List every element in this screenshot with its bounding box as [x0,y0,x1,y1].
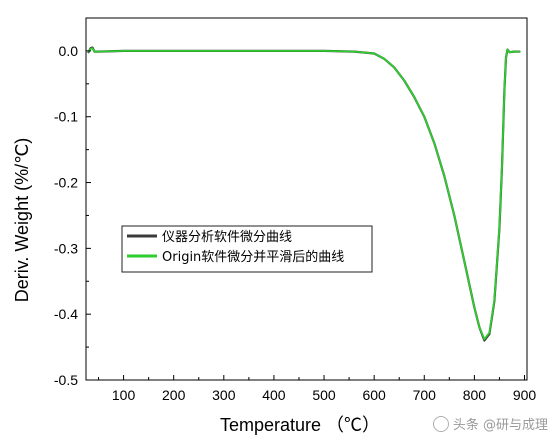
watermark-text: 头条 @研与成理 [452,418,548,433]
y-tick-label-5: -0.5 [54,372,78,388]
x-tick-label-600: 600 [362,387,386,403]
legend-label-series-1: 仪器分析软件微分曲线 [162,230,292,245]
x-tick-label-100: 100 [112,387,136,403]
x-tick-label-800: 800 [463,387,487,403]
y-tick-label-2: -0.2 [54,175,78,191]
x-tick-label-200: 200 [162,387,186,403]
y-tick-label-4: -0.4 [54,306,78,322]
legend-box [121,225,373,273]
series-line-1 [87,46,521,342]
x-tick-label-400: 400 [262,387,286,403]
x-axis-title: Temperature （℃） [220,415,380,435]
series-line-2 [87,47,521,341]
x-tick-label-700: 700 [413,387,437,403]
plot-frame [85,17,528,381]
y-tick-label-0: 0.0 [59,43,79,59]
y-axis-title: Deriv. Weight (%/℃) [12,138,32,303]
x-tick-label-300: 300 [212,387,236,403]
y-tick-label-3: -0.3 [54,240,78,256]
legend-label-series-2: Origin软件微分并平滑后的曲线 [162,249,344,265]
watermark: 头条 @研与成理 [432,414,548,433]
watermark-logo-icon [432,415,449,432]
x-tick-label-500: 500 [312,387,336,403]
plot-area [87,46,521,342]
y-tick-label-1: -0.1 [54,109,78,125]
axes: 100 200 300 400 500 600 700 800 900 0.0 -0.1 -0.2 -0… [54,17,537,403]
legend: 仪器分析软件微分曲线 Origin软件微分并平滑后的曲线 [121,225,373,273]
x-tick-label-900: 900 [513,387,537,403]
